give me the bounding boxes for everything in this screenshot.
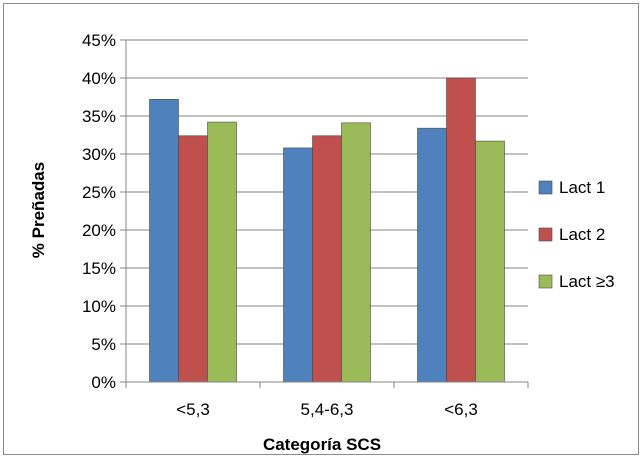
y-tick-label: 45%	[82, 31, 116, 50]
legend-label: Lact 1	[559, 178, 605, 197]
legend-label: Lact 2	[559, 225, 605, 244]
axes	[120, 39, 529, 388]
legend-swatch	[538, 227, 553, 242]
bar-lact-1	[417, 127, 447, 383]
y-tick-label: 0%	[91, 373, 116, 392]
legend-swatch	[538, 180, 553, 195]
bars	[149, 77, 505, 383]
y-tick-label: 20%	[82, 221, 116, 240]
y-tick-label: 40%	[82, 69, 116, 88]
tick-labels: 0% 5% 10% 15% 20% 25% 30% 35% 40% 45% <5,3 5,4-6,3 <…	[82, 31, 478, 419]
x-axis-title: Categoría SCS	[263, 435, 381, 454]
bar-lact-1	[149, 98, 179, 383]
y-tick-label: 30%	[82, 145, 116, 164]
bar-lact-2	[312, 135, 342, 383]
y-tick-label: 10%	[82, 297, 116, 316]
x-tick-label: <5,3	[176, 400, 210, 419]
legend-label: Lact ≥3	[559, 272, 615, 291]
bar-lact-3	[341, 122, 371, 383]
y-tick-label: 5%	[91, 335, 116, 354]
y-tick-label: 15%	[82, 259, 116, 278]
legend-swatch	[538, 274, 553, 289]
bar-lact-3	[475, 140, 505, 383]
bar-lact-2	[446, 77, 476, 383]
x-tick-label: <6,3	[444, 400, 478, 419]
bar-lact-2	[178, 135, 208, 383]
y-axis-title: % Preñadas	[29, 162, 48, 258]
y-tick-label: 25%	[82, 183, 116, 202]
bar-lact-1	[283, 147, 313, 383]
legend: Lact 1 Lact 2 Lact ≥3	[538, 178, 615, 291]
bar-lact-3	[207, 121, 237, 383]
y-tick-label: 35%	[82, 107, 116, 126]
x-tick-label: 5,4-6,3	[301, 400, 354, 419]
